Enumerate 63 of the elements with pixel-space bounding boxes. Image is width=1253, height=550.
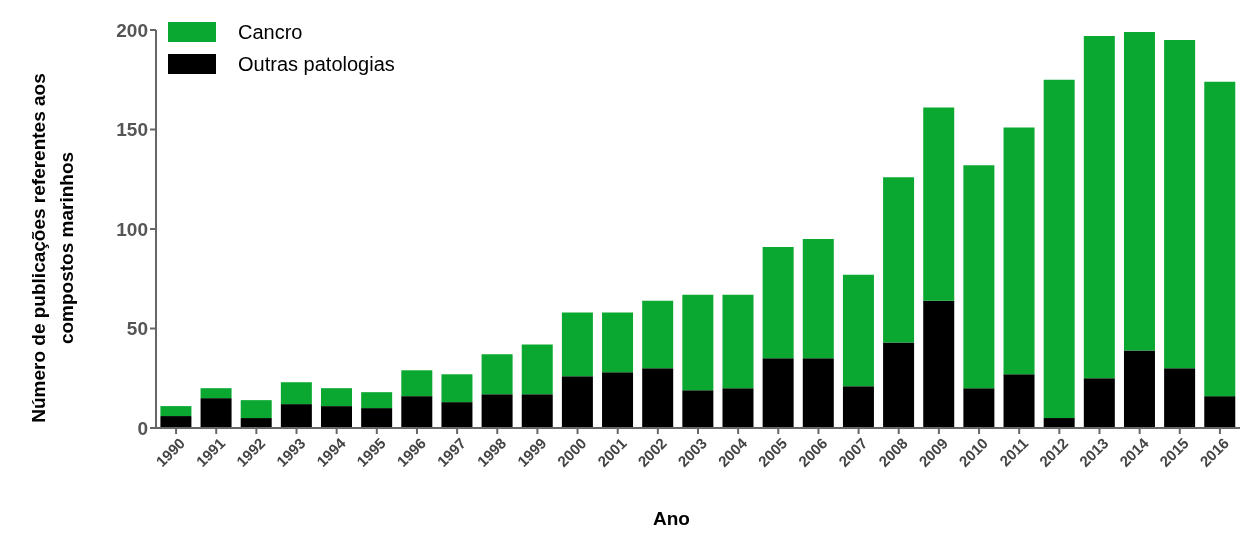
legend-label: Outras patologias (238, 52, 395, 76)
bar (401, 396, 433, 428)
bar (561, 376, 593, 428)
bar (361, 392, 393, 409)
y-tick-label: 200 (116, 19, 148, 41)
bar (1123, 350, 1155, 428)
bar (1083, 35, 1115, 379)
bar (321, 406, 353, 428)
bar (1043, 418, 1075, 428)
bar (1083, 378, 1115, 428)
bar (1164, 39, 1196, 369)
bar (923, 300, 955, 428)
bar (682, 390, 714, 428)
bar (280, 404, 312, 428)
bar (762, 246, 794, 359)
bar (361, 408, 393, 428)
bar (602, 312, 634, 373)
bar (642, 368, 674, 428)
legend-label: Cancro (238, 20, 303, 44)
bar (561, 312, 593, 377)
bar (923, 107, 955, 301)
bar (240, 400, 272, 419)
bar (1204, 396, 1236, 428)
y-tick-label: 100 (116, 218, 148, 240)
bar (1003, 127, 1035, 375)
bar (200, 398, 232, 428)
bar (441, 402, 473, 428)
bar (963, 388, 995, 428)
bar (602, 372, 634, 428)
bar (842, 274, 874, 387)
bar (1204, 81, 1236, 397)
bar (842, 386, 874, 428)
bar (401, 370, 433, 397)
y-tick-label: 0 (137, 417, 148, 439)
bar (1123, 31, 1155, 351)
bar (521, 394, 553, 428)
y-tick-label: 150 (116, 119, 148, 141)
bar (1003, 374, 1035, 428)
x-axis-title: Ano (652, 508, 691, 530)
bar (883, 177, 915, 343)
bar (160, 406, 192, 417)
bar (762, 358, 794, 428)
bar (481, 394, 513, 428)
bar (240, 418, 272, 428)
y-tick-label: 50 (126, 318, 148, 340)
bar (682, 294, 714, 391)
bar (883, 342, 915, 428)
bar (642, 300, 674, 369)
bar (321, 388, 353, 407)
bar (722, 294, 754, 389)
bar (1043, 79, 1075, 419)
bar (481, 354, 513, 395)
bar (280, 382, 312, 405)
bar (441, 374, 473, 403)
bar (722, 388, 754, 428)
y-axis-title: Número de publicações referentes aos compostos marinhos (27, 72, 78, 425)
bar (200, 388, 232, 399)
bar (160, 416, 192, 428)
bar (521, 344, 553, 395)
bar (802, 238, 834, 359)
bar (802, 358, 834, 428)
bar (963, 165, 995, 389)
bar (1164, 368, 1196, 428)
